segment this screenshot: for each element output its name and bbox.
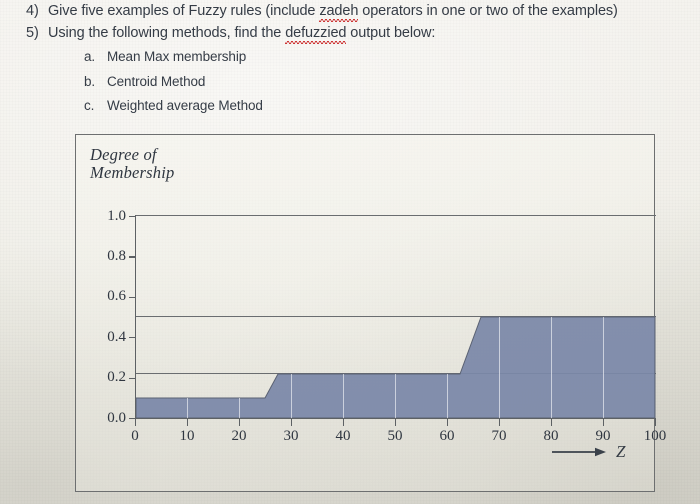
x-tick-mark-80 xyxy=(551,418,553,426)
y-axis-line xyxy=(135,215,137,419)
y-tick-mark-0-4 xyxy=(129,337,136,339)
x-tick-mark-20 xyxy=(239,418,241,426)
x-tick-mark-90 xyxy=(603,418,605,426)
sub-item-b-marker: b. xyxy=(84,74,96,89)
vertical-separator-10 xyxy=(187,398,189,418)
question-5-text: Using the following methods, find the de… xyxy=(48,25,436,44)
y-tick-label-0-8: 0.8 xyxy=(107,248,126,265)
question-4-marker: 4) xyxy=(26,3,39,19)
x-tick-mark-100 xyxy=(655,418,657,426)
misspelled-word-zadeh: zadeh xyxy=(319,3,359,22)
y-tick-label-0-6: 0.6 xyxy=(107,288,126,305)
question-4-seg-3: operators in one or two of the examples) xyxy=(358,3,618,19)
sub-item-c: c. Weighted average Method xyxy=(84,98,263,113)
z-axis-label: Z xyxy=(616,442,626,461)
chart-plot-area: 0.0 0.2 0.4 0.6 0.8 1.0 xyxy=(107,208,666,444)
sub-item-a-label: Mean Max membership xyxy=(107,49,247,64)
sub-item-a: a. Mean Max membership xyxy=(84,49,246,64)
x-tick-label-70: 70 xyxy=(491,428,507,444)
x-tick-label-40: 40 xyxy=(335,428,351,444)
x-tick-mark-30 xyxy=(291,418,293,426)
vertical-separator-40 xyxy=(343,374,345,418)
vertical-separator-80 xyxy=(551,317,553,418)
sub-item-c-label: Weighted average Method xyxy=(107,98,263,113)
x-tick-mark-70 xyxy=(499,418,501,426)
question-5: 5) Using the following methods, find the… xyxy=(26,25,436,44)
chart-y-axis-title-line-1: Degree of xyxy=(90,145,157,164)
x-tick-label-30: 30 xyxy=(283,428,299,444)
y-tick-mark-0-2 xyxy=(129,377,136,379)
y-tick-group-1-0: 1.0 xyxy=(107,208,136,224)
misspelled-word-defuzzied: defuzzied xyxy=(285,25,347,44)
y-tick-mark-1-0 xyxy=(129,216,136,218)
y-tick-group-0-2: 0.2 xyxy=(107,369,136,385)
arrow-right-icon xyxy=(552,447,606,457)
z-axis-annotation: Z xyxy=(551,442,625,462)
y-tick-mark-0-8 xyxy=(129,256,136,258)
x-tick-mark-0 xyxy=(135,418,137,426)
x-tick-mark-10 xyxy=(187,418,189,426)
x-tick-label-60: 60 xyxy=(439,428,455,444)
question-4: 4) Give five examples of Fuzzy rules (in… xyxy=(26,3,618,22)
question-5-seg-3: output below: xyxy=(346,25,436,41)
y-tick-group-0-8: 0.8 xyxy=(107,248,136,264)
x-tick-label-100: 100 xyxy=(643,428,667,444)
y-tick-label-1-0: 1.0 xyxy=(107,207,126,224)
vertical-separator-20 xyxy=(239,398,241,418)
sub-item-a-marker: a. xyxy=(84,49,96,64)
y-tick-label-0-2: 0.2 xyxy=(107,369,126,386)
vertical-separator-90 xyxy=(603,317,605,418)
x-tick-label-10: 10 xyxy=(179,428,195,444)
question-4-seg-1: Give five examples of Fuzzy rules (inclu… xyxy=(48,3,320,19)
question-4-text: Give five examples of Fuzzy rules (inclu… xyxy=(48,3,618,22)
sub-item-c-marker: c. xyxy=(84,98,95,113)
y-tick-group-0-4: 0.4 xyxy=(107,329,136,345)
membership-chart-frame: Degree of Membership 0.0 0.2 xyxy=(75,134,666,492)
y-tick-label-0-4: 0.4 xyxy=(107,328,126,345)
vertical-separator-70 xyxy=(499,317,501,418)
sub-item-b-label: Centroid Method xyxy=(107,74,206,89)
x-tick-mark-60 xyxy=(447,418,449,426)
question-5-seg-1: Using the following methods, find the xyxy=(48,25,286,41)
x-tick-mark-50 xyxy=(395,418,397,426)
y-tick-label-0-0: 0.0 xyxy=(107,409,126,426)
vertical-separator-30 xyxy=(291,374,293,418)
chart-y-axis-title: Degree of Membership xyxy=(90,146,174,182)
chart-y-axis-title-line-2: Membership xyxy=(90,163,175,182)
sub-item-b: b. Centroid Method xyxy=(84,74,205,89)
y-tick-group-0-6: 0.6 xyxy=(107,288,136,304)
y-tick-mark-0-6 xyxy=(129,296,136,299)
x-tick-label-50: 50 xyxy=(387,428,403,444)
x-tick-mark-40 xyxy=(343,418,345,426)
vertical-separator-50 xyxy=(395,374,397,418)
x-tick-label-20: 20 xyxy=(231,428,247,444)
x-tick-label-0: 0 xyxy=(131,428,139,444)
question-5-marker: 5) xyxy=(26,25,39,41)
vertical-separator-60 xyxy=(447,374,449,418)
